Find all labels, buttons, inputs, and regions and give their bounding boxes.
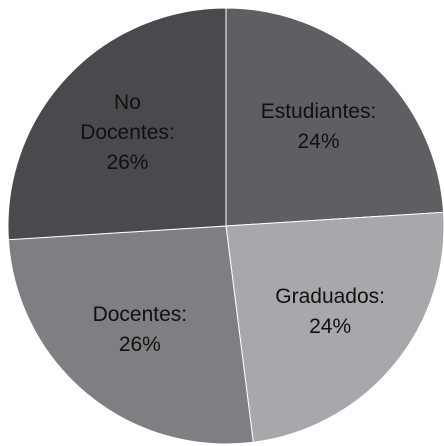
pie-slice — [225, 211, 444, 443]
value-label: 24% — [297, 130, 340, 154]
value-label: 26% — [118, 333, 161, 357]
slice-label: Estudiantes: 24% — [239, 97, 399, 157]
category-label: No Docentes: — [80, 91, 175, 145]
category-label: Estudiantes: — [260, 100, 377, 124]
pie-slice — [7, 7, 227, 241]
value-label: 26% — [106, 151, 149, 175]
pie-slice — [225, 7, 444, 227]
slice-label: Docentes: 26% — [85, 300, 195, 360]
category-label: Docentes: — [92, 303, 188, 327]
slice-label: No Docentes: 26% — [72, 88, 182, 178]
value-label: 24% — [309, 315, 352, 339]
slice-label: Graduados: 24% — [250, 282, 410, 342]
category-label: Graduados: — [275, 285, 386, 309]
pie-slice — [7, 225, 254, 445]
